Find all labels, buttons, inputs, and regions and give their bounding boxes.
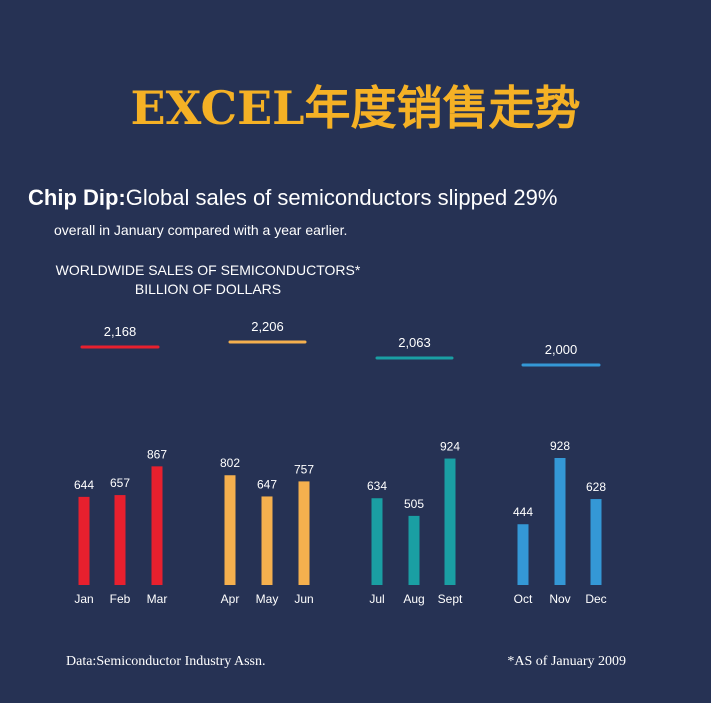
bar-value-label: 505 [404,497,424,511]
source-note: Data:Semiconductor Industry Assn. [66,654,266,669]
footnote: *AS of January 2009 [507,654,626,669]
category-label: Aug [403,592,424,606]
bar-mar [151,466,163,585]
bar-may [261,496,273,585]
bar-value-label: 444 [513,505,533,519]
bar-value-label: 924 [440,440,460,454]
category-label: Oct [514,592,533,606]
bar-value-label: 802 [220,456,240,470]
page-title: EXCEL年度销售走势 [130,81,581,135]
bar-dec [590,499,602,585]
bar-value-label: 867 [147,447,167,461]
subline: overall in January compared with a year … [54,222,348,238]
quarter-total-label: 2,063 [398,335,431,350]
bar-value-label: 634 [367,479,387,493]
category-label: Apr [221,592,240,606]
category-label: Nov [549,592,570,606]
category-label: Jun [294,592,313,606]
chart-title-line2: BILLION OF DOLLARS [134,281,282,297]
category-label: Dec [585,592,606,606]
bar-nov [554,458,566,585]
bar-jun [298,481,310,585]
category-label: Sept [438,592,463,606]
bar-value-label: 928 [550,439,570,453]
bar-sept [444,458,456,585]
bar-apr [224,475,236,585]
quarter-total-label: 2,168 [104,324,137,339]
bar-value-label: 644 [74,478,94,492]
chart-title-line1: WORLDWIDE SALES OF SEMICONDUCTORS* [55,262,361,278]
bar-value-label: 628 [586,480,606,494]
bar-jul [371,498,383,585]
bar-jan [78,496,90,585]
category-label: Jul [369,592,384,606]
bar-value-label: 757 [294,462,314,476]
bar-feb [114,495,126,585]
category-label: Mar [147,592,168,606]
bar-aug [408,515,420,585]
quarter-total-label: 2,206 [251,319,284,334]
category-label: Jan [74,592,93,606]
category-label: May [256,592,279,606]
headline: Chip Dip:Global sales of semiconductors … [28,185,557,211]
bar-value-label: 647 [257,477,277,491]
headline-text: Global sales of semiconductors slipped 2… [125,185,558,210]
bar-value-label: 657 [110,476,130,490]
headline-bold: Chip Dip: [28,185,126,210]
quarter-total-label: 2,000 [545,342,578,357]
category-label: Feb [110,592,131,606]
chart-title: WORLDWIDE SALES OF SEMICONDUCTORS* BILLI… [46,261,370,299]
bar-oct [517,524,529,585]
